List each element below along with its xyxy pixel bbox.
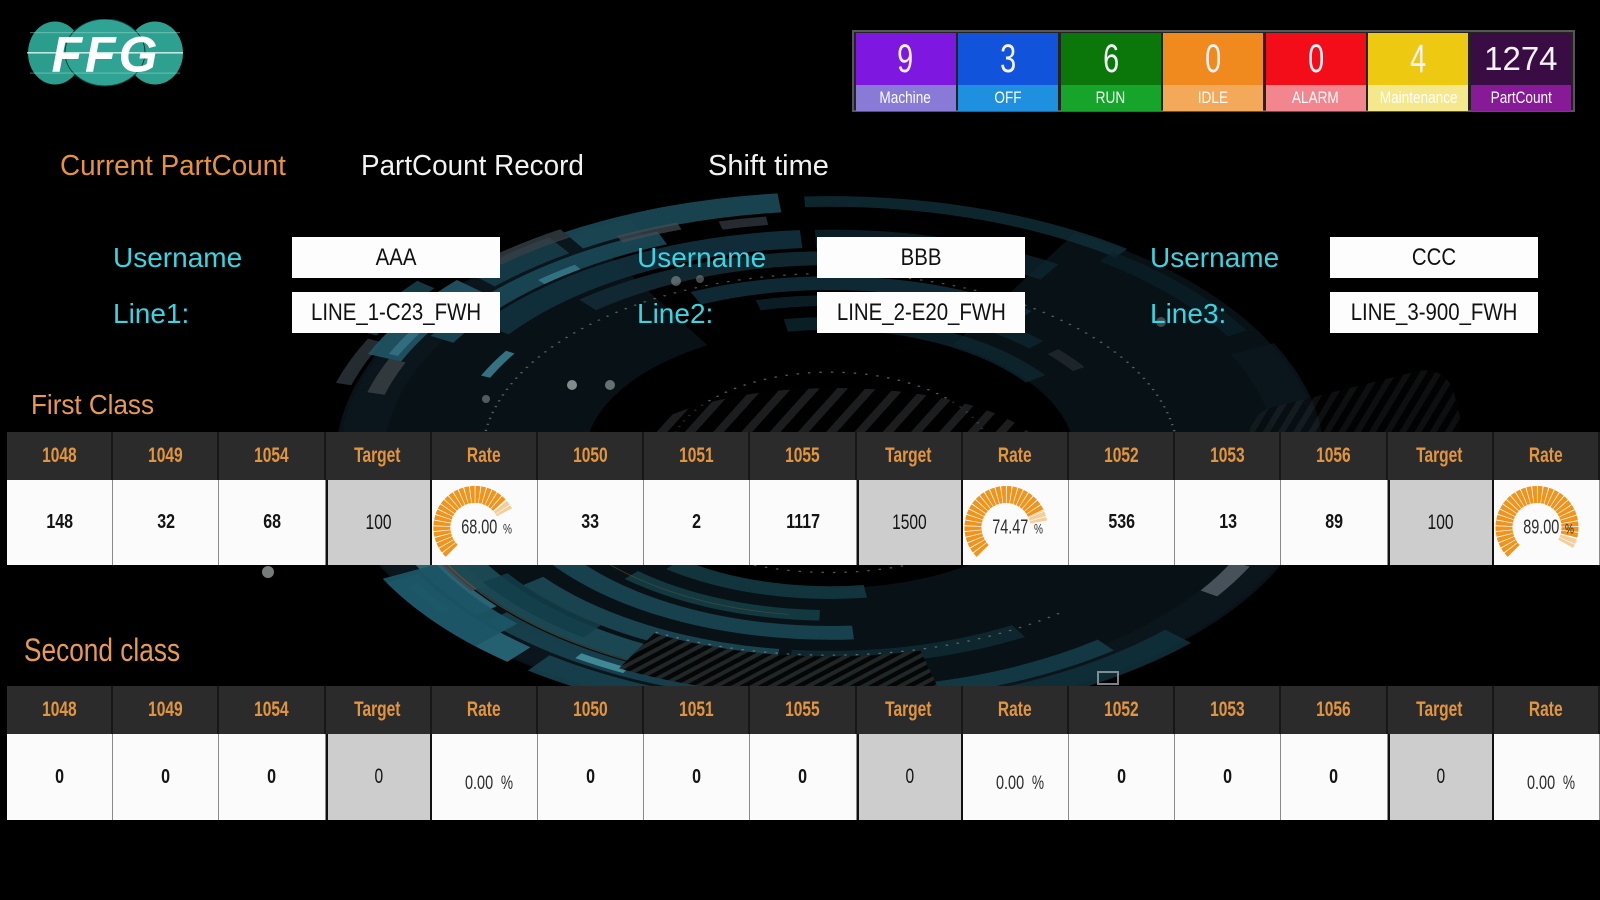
svg-text:FFG: FFG (52, 27, 161, 83)
